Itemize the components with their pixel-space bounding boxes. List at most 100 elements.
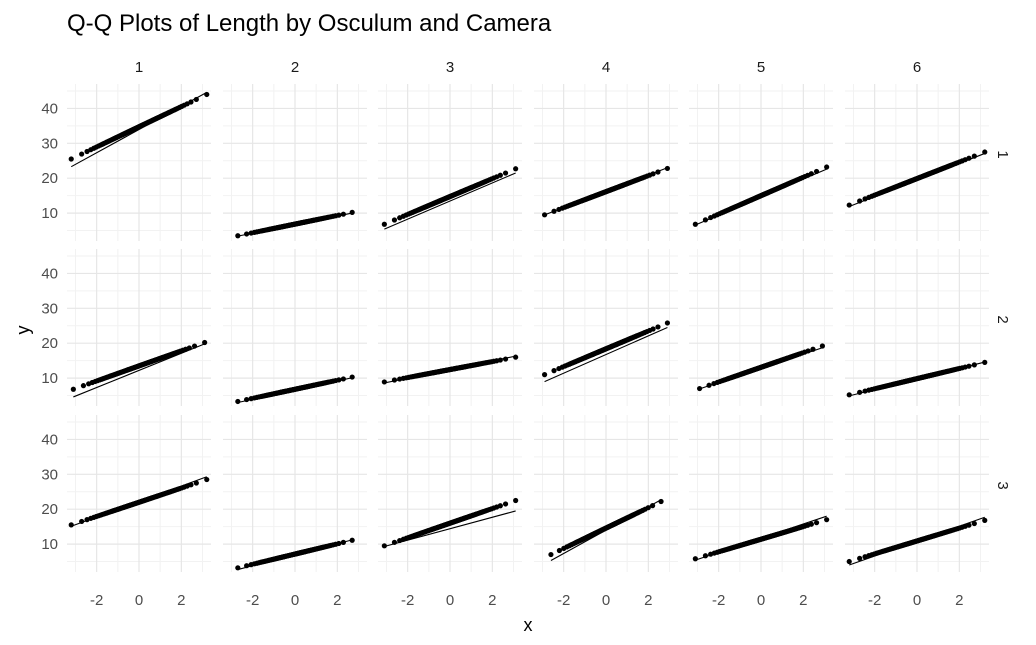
panel-r2-c1	[67, 249, 211, 406]
panel-r3-c5	[689, 415, 833, 572]
qq-point	[971, 153, 977, 159]
qq-point	[513, 166, 519, 172]
qq-point	[497, 172, 503, 178]
column-strips: 1 2 3 4 5 6	[135, 59, 921, 76]
y-tick-label: 40	[41, 265, 58, 282]
qq-point	[982, 517, 988, 523]
qq-point	[193, 480, 199, 486]
x-tick-labels: -2 0 2 -2 0 2 -2 0 2 -2 0 2 -2 0 2 -2 0 2	[90, 592, 964, 609]
column-strip-label: 4	[602, 59, 610, 76]
x-tick-label: 0	[291, 592, 299, 609]
x-tick-label: 2	[333, 592, 341, 609]
x-tick-label: -2	[712, 592, 725, 609]
panel-r3-c6	[845, 415, 989, 572]
qq-point	[80, 383, 87, 389]
x-tick-label: 2	[177, 592, 185, 609]
qq-point	[966, 363, 972, 369]
qq-point	[556, 547, 563, 554]
qq-point	[702, 217, 709, 223]
panel-r2-c6	[845, 249, 989, 406]
qq-point	[650, 171, 656, 177]
qq-point	[692, 221, 698, 227]
qq-point	[664, 320, 671, 326]
y-tick-label: 30	[41, 300, 58, 317]
qq-point	[551, 208, 557, 214]
qq-point	[381, 379, 387, 385]
qq-point	[349, 209, 355, 215]
qq-point	[244, 396, 250, 403]
qq-point	[824, 517, 830, 523]
qq-point	[68, 156, 74, 162]
panel-r3-c3	[378, 415, 522, 572]
qq-point	[235, 565, 241, 571]
qq-point	[692, 556, 698, 562]
qq-point	[502, 170, 509, 176]
qq-point	[244, 563, 250, 569]
row-strip-label: 2	[994, 315, 1011, 323]
qq-point	[340, 539, 346, 545]
qq-reference-line	[384, 172, 516, 230]
panel-r1-c5	[689, 84, 833, 241]
qq-point	[971, 520, 977, 527]
y-tick-label: 10	[41, 205, 58, 222]
qq-point	[982, 149, 988, 155]
qq-point	[381, 543, 387, 549]
qq-point	[336, 377, 342, 383]
column-strip-label: 2	[291, 59, 299, 76]
qq-point	[857, 555, 863, 561]
column-strip-label: 5	[757, 59, 765, 76]
x-tick-label: 0	[757, 592, 765, 609]
x-tick-label: 0	[913, 592, 921, 609]
qq-point	[819, 343, 826, 349]
qq-point	[966, 155, 972, 161]
column-strip-label: 1	[135, 59, 143, 76]
qq-point	[193, 96, 199, 103]
row-strip-label: 1	[994, 150, 1011, 158]
panel-r3-c2	[223, 415, 367, 572]
qq-point	[349, 537, 355, 543]
qq-point	[846, 558, 852, 565]
panel-r2-c4	[534, 249, 678, 406]
qq-point	[857, 198, 863, 204]
qq-point	[966, 522, 972, 528]
qq-point	[541, 372, 548, 378]
panel-r3-c1	[67, 415, 211, 572]
panel-r1-c3	[378, 84, 522, 241]
qq-point	[664, 165, 671, 172]
qq-point	[391, 377, 398, 383]
qq-point	[244, 231, 250, 237]
qq-point	[824, 164, 830, 170]
y-tick-label: 30	[41, 466, 58, 483]
panel-r1-c1	[67, 84, 211, 241]
qq-point	[702, 553, 709, 559]
x-tick-label: 2	[488, 592, 496, 609]
qq-point	[497, 503, 503, 509]
panel-r1-c4	[534, 84, 678, 241]
panel-r2-c3	[378, 249, 522, 406]
qq-point	[655, 169, 661, 175]
x-tick-label: 0	[602, 592, 610, 609]
qq-point	[982, 359, 988, 365]
x-tick-label: -2	[401, 592, 414, 609]
qq-point	[502, 356, 509, 362]
qq-point	[68, 522, 74, 528]
qq-point	[497, 357, 503, 363]
qq-point	[202, 339, 208, 346]
row-strips: 1 2 3	[994, 150, 1011, 489]
x-tick-label: -2	[90, 592, 103, 609]
panel-r2-c5	[689, 249, 833, 406]
qq-point	[846, 202, 852, 208]
qq-point	[808, 521, 814, 527]
qq-point	[810, 346, 816, 352]
qq-point	[857, 389, 863, 395]
qq-point	[813, 168, 820, 175]
qq-point	[808, 171, 814, 177]
qq-point	[658, 498, 664, 505]
qq-reference-line	[544, 326, 668, 383]
x-tick-label: 2	[955, 592, 963, 609]
y-tick-label: 10	[41, 370, 58, 387]
y-axis-title: y	[13, 326, 33, 335]
column-strip-label: 6	[913, 59, 921, 76]
panel-r1-c2	[223, 84, 367, 241]
